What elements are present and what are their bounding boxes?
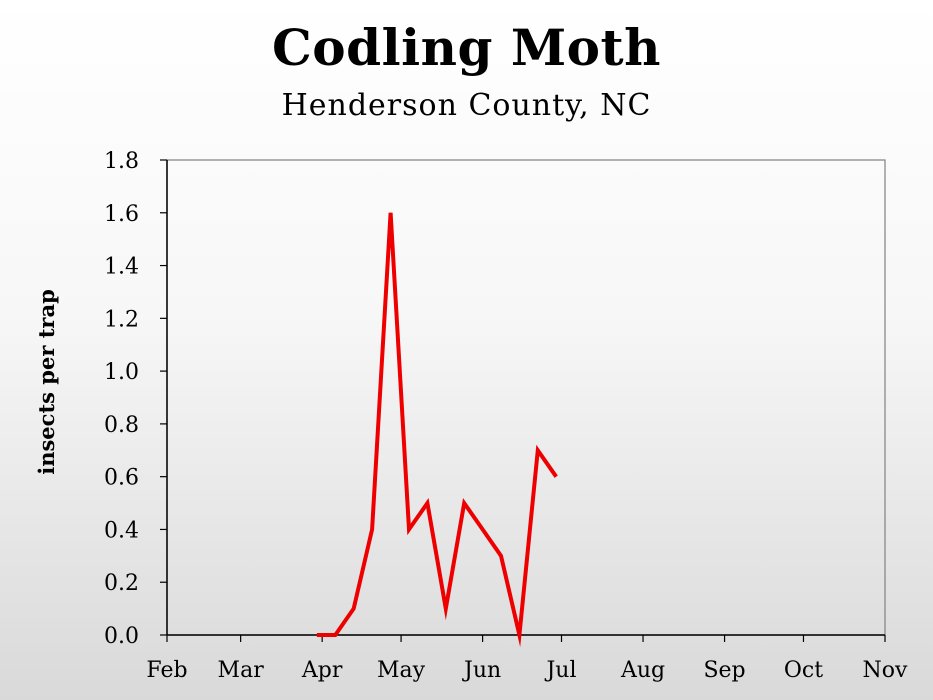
- series-layer: [316, 212, 558, 648]
- y-tick-label: 0.2: [104, 571, 139, 596]
- x-tick-label: Nov: [863, 658, 908, 683]
- x-tick-label: Mar: [218, 658, 265, 683]
- y-tick-label: 1.2: [104, 307, 139, 332]
- y-tick-label: 0.8: [104, 413, 139, 438]
- y-tick-label: 1.8: [104, 149, 139, 174]
- y-tick-label: 0.0: [104, 624, 139, 649]
- chart-axes: [166, 159, 886, 636]
- chart-title: Codling Moth: [272, 18, 661, 77]
- x-tick-label: Jul: [544, 658, 576, 683]
- x-tick-label: Sep: [703, 658, 745, 683]
- series-line: [316, 212, 558, 648]
- y-tick-label: 0.4: [104, 518, 139, 543]
- x-tick-label: May: [377, 658, 426, 683]
- x-tick-label: Oct: [784, 658, 823, 683]
- x-tick-label: Aug: [620, 658, 665, 683]
- y-axis-label: insects per trap: [34, 289, 59, 475]
- y-tick-label: 1.0: [104, 360, 139, 385]
- y-tick-label: 1.6: [104, 202, 139, 227]
- y-tick-label: 0.6: [104, 466, 139, 491]
- y-axis-ticks: 0.0 0.2 0.4 0.6 0.8 1.0 1.2 1.4 1.6 1.8: [104, 149, 167, 649]
- x-tick-label: Feb: [146, 658, 187, 683]
- y-tick-label: 1.4: [104, 255, 139, 280]
- chart-subtitle: Henderson County, NC: [281, 88, 652, 123]
- x-tick-label: Jun: [462, 658, 501, 683]
- x-axis-ticks: Feb Mar Apr May Jun Jul Aug Sep Oct Nov: [146, 635, 908, 683]
- x-tick-label: Apr: [301, 658, 343, 683]
